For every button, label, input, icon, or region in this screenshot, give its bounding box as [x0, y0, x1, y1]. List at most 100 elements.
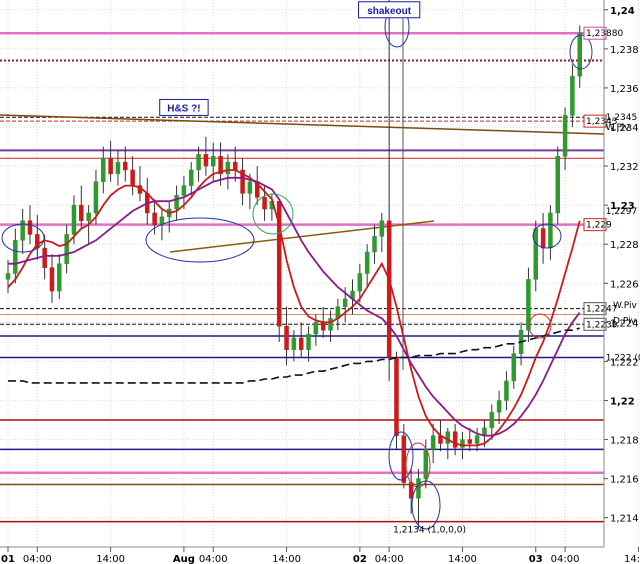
candle-down: [320, 322, 326, 331]
x-tick-label: 14:00: [624, 554, 640, 564]
candle-up: [562, 115, 568, 157]
candle-up: [328, 318, 333, 331]
circle-low-2: [405, 442, 431, 488]
moving-averages: [7, 169, 581, 447]
series-line-2: [8, 327, 580, 384]
candle-up: [225, 161, 231, 175]
circle-breakout: [532, 223, 562, 249]
x-tick-label: 04:00: [23, 554, 52, 564]
candle-down: [79, 204, 84, 222]
y-tick-label: 1,234: [610, 123, 639, 134]
candle-up: [291, 337, 297, 350]
circle-retest: [528, 313, 552, 339]
candle-up: [445, 431, 451, 444]
candle-up: [71, 204, 77, 235]
candle-up: [460, 439, 465, 448]
candle-up: [101, 157, 106, 182]
candle-up: [372, 236, 377, 253]
candle-up: [93, 181, 99, 214]
candle-down: [218, 156, 223, 175]
circle-head-base: [145, 217, 255, 263]
annotation-label: shakeout: [367, 6, 412, 17]
candle-up: [430, 435, 436, 450]
candle-down: [130, 169, 135, 186]
candle-up: [306, 333, 311, 350]
price-tag-box: [583, 317, 607, 331]
price-tag-label: 1,23880: [586, 29, 623, 39]
candle-down: [108, 157, 113, 175]
candle-up: [570, 75, 575, 116]
x-tick-label: 01: [1, 554, 15, 564]
circle-top-right: [569, 34, 593, 70]
candle-up: [13, 240, 18, 274]
circle-left-shoulder: [1, 223, 45, 253]
candle-up: [247, 181, 253, 194]
price-tag-label: 1,2247: [586, 305, 618, 315]
candle-down: [232, 161, 238, 171]
series-line-1: [8, 176, 581, 437]
x-axis: 01 04:00 14:00 Aug 04:00 14:00 02 04:00 14:00 03 0…: [1, 547, 640, 564]
candle-down: [203, 154, 209, 167]
annotation-text: 1,222 (0,0): [606, 354, 640, 364]
candle-up: [474, 435, 480, 444]
annotation-label: H&S ?!: [167, 103, 200, 114]
circle-right-shoulder: [252, 193, 294, 235]
candle-down: [467, 439, 473, 444]
annotation-text: 1,2297 (61): [606, 207, 640, 217]
candle-up: [379, 220, 385, 237]
y-tick-label: 1,218: [610, 436, 639, 447]
y-tick-label: 1,216: [610, 475, 639, 486]
y-tick-label: 1,23: [610, 201, 635, 212]
x-tick-label: 02: [353, 554, 367, 564]
price-tag-label: 1,2343: [586, 117, 618, 127]
y-tick-label: 1,22: [610, 396, 635, 407]
candle-up: [115, 161, 121, 175]
annotation-text: W.Piv: [613, 301, 637, 311]
candle-up: [496, 400, 502, 413]
candle-up: [313, 322, 319, 335]
neckline-upper: [0, 114, 605, 135]
annotation-text: D.Piv: [613, 316, 637, 326]
horizontal-levels: [0, 31, 604, 523]
price-tag-label: 1,229: [586, 221, 612, 231]
candle-down: [452, 431, 458, 448]
candle-down: [401, 435, 407, 483]
y-axis: 1,214 1,216 1,218 1,22 1,222 1,224 1,226 1,228 1…: [604, 6, 639, 525]
y-tick-label: 1,226: [610, 279, 639, 290]
candle-down: [386, 220, 392, 358]
y-tick-label: 1,236: [610, 84, 639, 95]
highlight-circles: [1, 6, 593, 530]
candle-up: [86, 212, 91, 222]
candle-up: [20, 220, 25, 241]
candle-down: [262, 197, 267, 210]
y-tick-label: 1,214: [610, 514, 639, 525]
x-tick-label: Aug: [173, 554, 195, 564]
candle-up: [181, 185, 187, 196]
candle-down: [298, 337, 304, 350]
x-tick-label: 04:00: [375, 554, 404, 564]
plot-background: [0, 0, 604, 547]
y-tick-label: 1,232: [610, 162, 639, 173]
candle-up: [423, 449, 429, 479]
x-tick-label: 14:00: [272, 554, 301, 564]
candle-down: [240, 169, 245, 194]
candle-up: [577, 32, 582, 77]
y-tick-label: 1,228: [610, 240, 639, 251]
y-tick-label: 1,24: [610, 6, 635, 17]
series-line-0: [7, 169, 581, 447]
candle-up: [511, 353, 517, 382]
y-tick-label: 1,222: [610, 357, 639, 368]
candle-down: [394, 357, 399, 436]
x-tick-label: 14:00: [96, 554, 125, 564]
annotation-box: [358, 1, 421, 19]
candle-up: [548, 212, 553, 249]
candle-up: [526, 279, 531, 331]
candle-down: [49, 267, 55, 292]
x-tick-label: 03: [529, 554, 543, 564]
candle-up: [189, 169, 194, 186]
candle-up: [342, 298, 348, 307]
candle-up: [416, 478, 421, 499]
x-tick-label: 04:00: [199, 554, 228, 564]
circle-low-3: [411, 480, 441, 530]
